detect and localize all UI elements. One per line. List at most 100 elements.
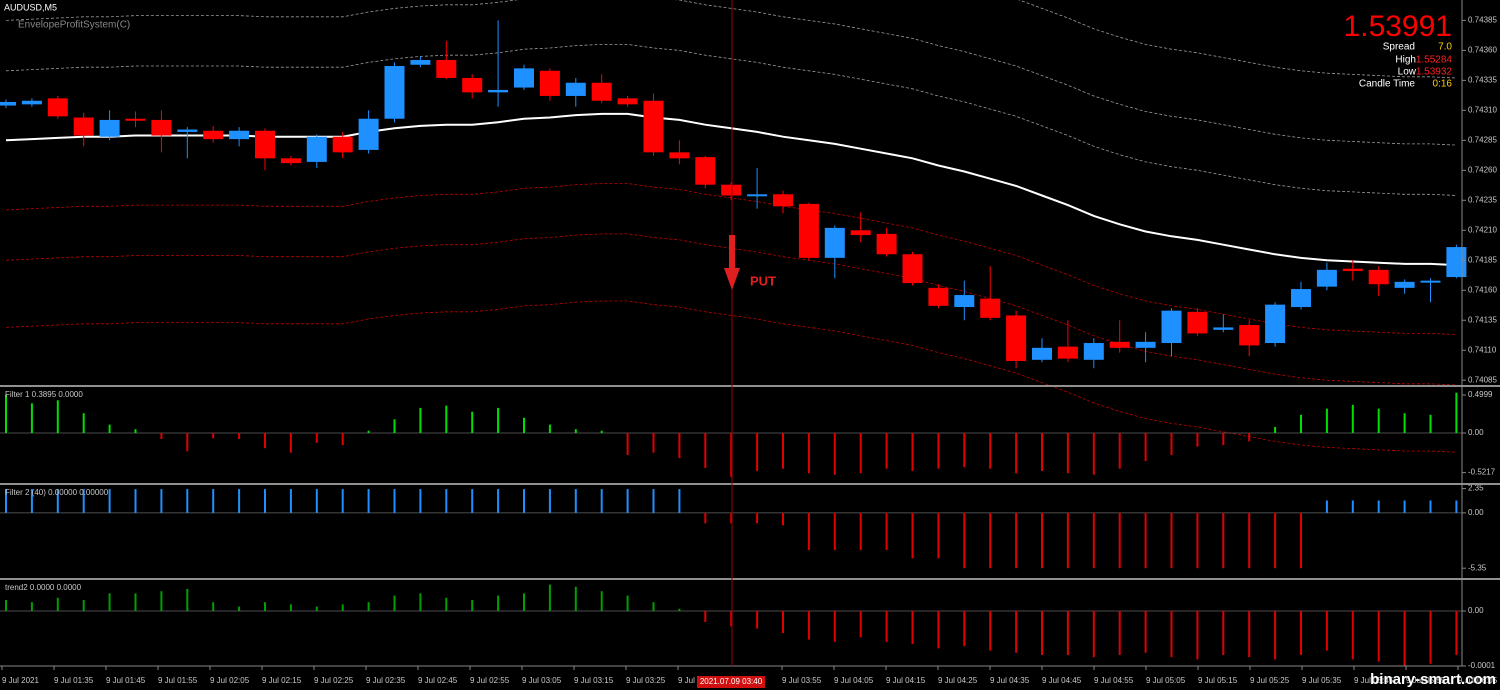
candle-body bbox=[514, 68, 534, 88]
candle-body bbox=[306, 136, 327, 162]
time-label: 9 Jul 05:15 bbox=[1198, 676, 1238, 685]
y-tick-label: 0.74260 bbox=[1468, 165, 1497, 174]
candle-body bbox=[591, 82, 612, 101]
time-label: 9 Jul 02:25 bbox=[314, 676, 354, 685]
candle-body bbox=[1316, 269, 1337, 287]
spread-label: Spread bbox=[1383, 42, 1415, 53]
candle-body bbox=[1161, 310, 1182, 344]
y-tick-label: -0.5217 bbox=[1468, 468, 1496, 477]
candle-body bbox=[125, 118, 146, 121]
y-tick-label: 2.35 bbox=[1468, 484, 1484, 493]
time-label: 9 Jul 01:35 bbox=[54, 676, 94, 685]
y-tick-label: 0.74210 bbox=[1468, 225, 1497, 234]
candle-body bbox=[0, 101, 16, 106]
candle-body bbox=[824, 227, 845, 258]
candle-body bbox=[1420, 280, 1441, 283]
candle-body bbox=[747, 194, 768, 197]
candle-time-label: Candle Time bbox=[1359, 79, 1416, 90]
upper-envelope bbox=[5, 44, 1457, 196]
candle-body bbox=[721, 184, 742, 196]
candle-body bbox=[1446, 247, 1467, 278]
panel-title: Filter 1 0.3895 0.0000 bbox=[5, 390, 83, 399]
time-label: 9 Jul 06:05 bbox=[1458, 676, 1498, 685]
signal-label: PUT bbox=[750, 273, 776, 288]
time-label: 9 Jul 03:05 bbox=[522, 676, 562, 685]
time-label: 9 Jul 01:45 bbox=[106, 676, 146, 685]
y-tick-label: 0.00 bbox=[1468, 428, 1484, 437]
time-label: 9 Jul 04:45 bbox=[1042, 676, 1082, 685]
candle-body bbox=[177, 129, 198, 132]
candle-body bbox=[1239, 325, 1260, 346]
candle-body bbox=[850, 230, 871, 236]
candle-body bbox=[151, 119, 172, 136]
candle-body bbox=[21, 100, 42, 105]
candle-body bbox=[99, 119, 120, 137]
time-label: 9 Jul 05:25 bbox=[1250, 676, 1290, 685]
indicator-name: EnvelopeProfitSystem(C) bbox=[18, 20, 130, 31]
last-price: 1.53991 bbox=[1344, 10, 1452, 43]
symbol: AUDUSD,M5 bbox=[4, 2, 57, 12]
time-label: 9 Jul 02:45 bbox=[418, 676, 458, 685]
panel-title: Filter 2 (40) 0.00000 0.00000 bbox=[5, 488, 109, 497]
candle-body bbox=[954, 295, 975, 308]
candle-body bbox=[488, 89, 509, 93]
time-label: 9 Jul 03:55 bbox=[782, 676, 822, 685]
candle-body bbox=[980, 298, 1001, 318]
upper-envelope bbox=[5, 0, 1457, 146]
candle-body bbox=[617, 98, 638, 105]
low-label: Low bbox=[1398, 67, 1417, 78]
time-label: 9 Jul 02:05 bbox=[210, 676, 250, 685]
candle-body bbox=[1032, 347, 1052, 360]
time-label: 9 Jul 03:15 bbox=[574, 676, 614, 685]
y-tick-label: 0.00 bbox=[1468, 606, 1484, 615]
candle-body bbox=[669, 152, 690, 159]
candle-body bbox=[358, 118, 379, 150]
candle-body bbox=[1291, 289, 1311, 308]
candle-body bbox=[1135, 341, 1156, 348]
time-label: 9 Jul 05:55 bbox=[1406, 676, 1446, 685]
y-tick-label: 0.00 bbox=[1468, 508, 1484, 517]
candle-body bbox=[876, 233, 897, 255]
candle-body bbox=[1083, 343, 1104, 360]
candle-body bbox=[1394, 281, 1415, 288]
put-arrow bbox=[724, 235, 740, 290]
candle-body bbox=[1265, 304, 1286, 344]
candle-body bbox=[1342, 268, 1363, 272]
y-tick-label: -0.0001 bbox=[1468, 661, 1496, 670]
candle-body bbox=[565, 82, 586, 96]
time-label: 9 Jul 05:05 bbox=[1146, 676, 1186, 685]
time-label: 9 Jul 04:35 bbox=[990, 676, 1030, 685]
y-tick-label: 0.74310 bbox=[1468, 105, 1497, 114]
candle-body bbox=[280, 158, 301, 164]
time-label: 9 Jul 05:45 bbox=[1354, 676, 1394, 685]
candle-body bbox=[643, 100, 664, 153]
candle-body bbox=[773, 194, 793, 207]
candle-body bbox=[203, 130, 224, 140]
y-tick-label: -5.35 bbox=[1468, 563, 1487, 572]
y-tick-label: 0.4999 bbox=[1468, 390, 1493, 399]
candle-body bbox=[73, 117, 94, 136]
high-value: 1.55284 bbox=[1416, 55, 1453, 66]
y-tick-label: 0.74385 bbox=[1468, 15, 1497, 24]
time-label: 9 Jul 04:55 bbox=[1094, 676, 1134, 685]
high-label: High bbox=[1395, 55, 1416, 66]
candle-body bbox=[902, 254, 923, 284]
candle-body bbox=[1368, 269, 1389, 285]
y-tick-label: 0.74335 bbox=[1468, 75, 1497, 84]
lower-envelope bbox=[5, 300, 1457, 453]
candle-body bbox=[1109, 341, 1130, 348]
candle-body bbox=[1057, 346, 1078, 359]
candle-body bbox=[229, 130, 250, 140]
candle-body bbox=[332, 136, 353, 153]
y-tick-label: 0.74135 bbox=[1468, 315, 1497, 324]
upper-envelope bbox=[1018, 0, 1457, 79]
candle-body bbox=[410, 59, 431, 65]
time-label: 9 Jul 03:25 bbox=[626, 676, 666, 685]
candle-body bbox=[1213, 327, 1234, 330]
time-label: 9 Jul 04:25 bbox=[938, 676, 978, 685]
time-label: 9 Jul 04:05 bbox=[834, 676, 874, 685]
low-value: 1.53932 bbox=[1416, 67, 1453, 78]
candle-body bbox=[462, 77, 483, 93]
time-label: 9 Jul 02:15 bbox=[262, 676, 302, 685]
panel-title: trend2 0.0000 0.0000 bbox=[5, 583, 82, 592]
